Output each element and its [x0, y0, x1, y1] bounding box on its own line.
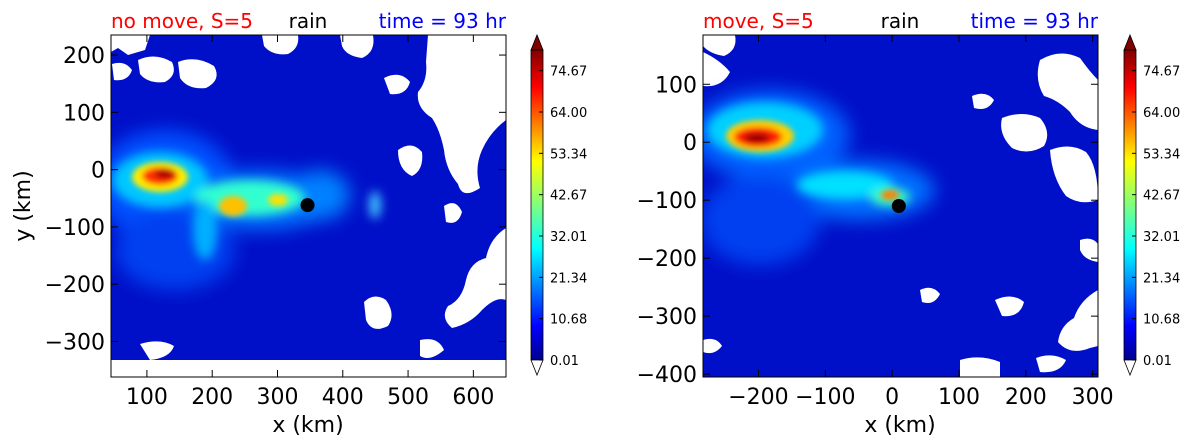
y-tick-label: −300: [637, 305, 697, 330]
y-tick-label: 0: [91, 159, 105, 184]
no-rain-regions: [703, 35, 1098, 377]
colorbar-tick-label: 32.01: [1143, 230, 1180, 245]
y-tick-label: −100: [45, 216, 105, 241]
colorbar-tick-label: 64.00: [550, 106, 587, 121]
no-rain-regions: [111, 35, 506, 377]
y-tick-label: −300: [45, 330, 105, 355]
colorbar-tick-label: 53.34: [550, 147, 587, 162]
colorbar-tick-label: 10.68: [550, 313, 587, 328]
y-tick-label: 0: [683, 131, 697, 156]
rain-field: [703, 35, 1098, 377]
x-tick-label: 0: [885, 385, 899, 410]
axes: −200 −100 0 100 200 300 100 0 −100 −200 −300 −400: [637, 35, 1114, 410]
x-tick-label: 200: [1005, 385, 1047, 410]
y-tick-label: 200: [63, 44, 105, 69]
colorbar-tick-label: 0.01: [550, 354, 579, 369]
y-tick-label: −400: [637, 363, 697, 388]
x-tick-label: 100: [126, 385, 168, 410]
colorbar-tick-label: 0.01: [1143, 354, 1172, 369]
rain-high: [726, 120, 899, 200]
axes: 100 200 300 400 500 600 200 100 0 −100 −200 −300: [45, 35, 506, 410]
x-axis-label: x (km): [864, 413, 935, 438]
colorbar-tick-label: 42.67: [550, 189, 587, 204]
x-tick-label: 400: [322, 385, 364, 410]
storm-center-marker: [891, 199, 906, 213]
rain-field: [111, 35, 506, 377]
colorbar-tick-label: 21.34: [1143, 271, 1180, 286]
x-tick-label: 100: [938, 385, 980, 410]
y-tick-label: −200: [637, 247, 697, 272]
x-tick-label: 600: [452, 385, 494, 410]
panel-no-move: no move, S=5 rain time = 93 hr: [11, 9, 587, 438]
y-axis-label: y (km): [11, 170, 36, 241]
colorbar: 74.67 64.00 53.34 42.67 32.01 21.34 10.68 0.01: [530, 33, 587, 377]
title-left: no move, S=5: [111, 9, 253, 33]
x-tick-label: 500: [387, 385, 429, 410]
colorbar-tick-label: 32.01: [550, 230, 587, 245]
x-tick-label: 300: [256, 385, 298, 410]
colorbar-tick-label: 74.67: [1143, 65, 1180, 80]
colorbar-tick-label: 21.34: [550, 271, 587, 286]
colorbar-tick-label: 53.34: [1143, 147, 1180, 162]
y-tick-label: −200: [45, 273, 105, 298]
panel-move: move, S=5 rain time = 93 hr: [637, 9, 1181, 438]
x-tick-label: 300: [1072, 385, 1114, 410]
title-center: rain: [289, 9, 328, 33]
y-tick-label: −100: [637, 189, 697, 214]
title-left: move, S=5: [703, 9, 814, 33]
rain-high: [132, 162, 288, 216]
colorbar-tick-label: 64.00: [1143, 106, 1180, 121]
title-center: rain: [881, 9, 920, 33]
title-right: time = 93 hr: [379, 9, 507, 33]
x-tick-label: −100: [795, 385, 855, 410]
colorbar: 74.67 64.00 53.34 42.67 32.01 21.34 10.68 0.01: [1123, 33, 1180, 377]
colorbar-tick-label: 74.67: [550, 65, 587, 80]
x-axis-label: x (km): [272, 413, 343, 438]
y-tick-label: 100: [63, 101, 105, 126]
storm-center-marker: [300, 198, 315, 213]
colorbar-tick-label: 42.67: [1143, 189, 1180, 204]
x-tick-label: −200: [728, 385, 788, 410]
x-tick-label: 200: [191, 385, 233, 410]
title-right: time = 93 hr: [971, 9, 1099, 33]
colorbar-tick-label: 10.68: [1143, 313, 1180, 328]
y-tick-label: 100: [655, 73, 697, 98]
